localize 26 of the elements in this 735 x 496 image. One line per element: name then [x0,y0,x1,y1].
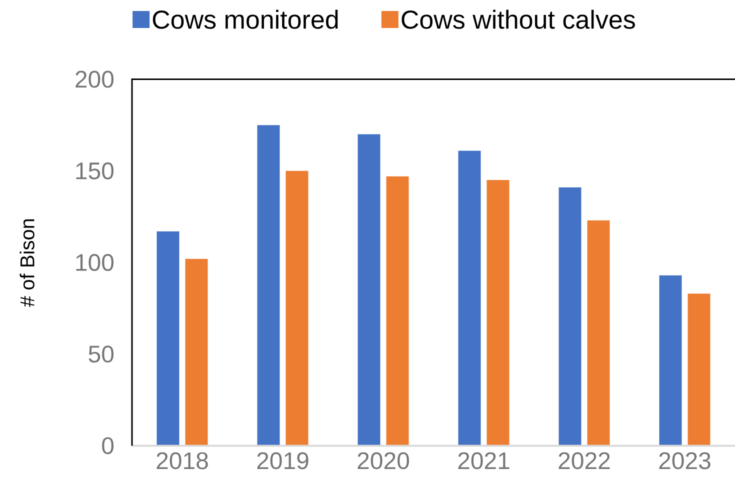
x-tick-label: 2018 [156,452,208,470]
y-tick-label: 100 [76,254,114,271]
bar [358,134,380,446]
legend-label: Cows monitored [152,10,338,29]
y-tick-label: 0 [102,437,114,454]
bar [458,150,481,446]
bar [386,176,409,446]
x-tick-label: 2023 [659,452,710,470]
x-tick-label: 2021 [458,452,510,470]
bar [587,220,610,446]
bar [185,258,208,446]
bar [286,170,308,446]
bar [156,231,180,446]
x-tick-label: 2022 [558,452,610,470]
bar [486,180,510,446]
y-axis-title: # of Bison [20,219,34,307]
y-tick-label: 200 [76,70,114,88]
bar [558,187,582,446]
bar [257,125,280,446]
bar [688,294,710,446]
legend-label: Cows without calves [402,10,635,29]
y-tick-label: 50 [88,346,114,363]
x-tick-label: 2019 [257,452,308,470]
y-tick-label: 150 [76,162,114,180]
x-tick-label: 2020 [358,452,409,470]
bar [659,275,682,446]
